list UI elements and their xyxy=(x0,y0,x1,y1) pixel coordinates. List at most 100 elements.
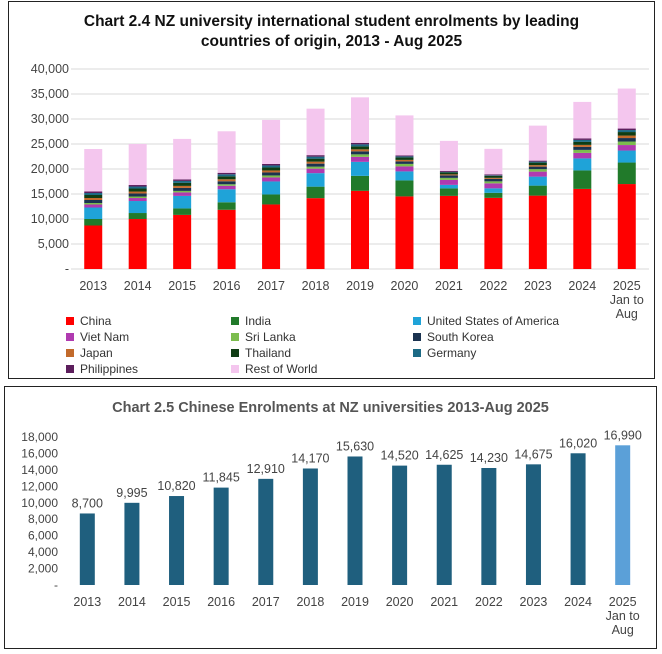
x-tick-label: 2025 Jan to Aug xyxy=(606,595,640,637)
bar-segment xyxy=(439,177,458,180)
bar-segment xyxy=(217,184,236,186)
bar xyxy=(392,465,408,585)
bar xyxy=(302,468,318,585)
x-tick-label: 2024 xyxy=(564,595,592,609)
y-tick-label: 35,000 xyxy=(31,87,69,101)
bar-segment xyxy=(484,197,503,269)
legend-label: South Korea xyxy=(427,330,494,344)
x-tick-label: 2013 xyxy=(79,279,107,293)
bar-segment xyxy=(306,163,325,167)
bar xyxy=(570,453,586,585)
bar-segment xyxy=(573,146,592,150)
legend-swatch xyxy=(413,317,421,325)
bar-segment xyxy=(217,202,236,210)
legend-item: China xyxy=(66,314,111,328)
x-tick-label: 2021 xyxy=(430,595,458,609)
bar xyxy=(169,496,185,585)
bar-segment xyxy=(262,204,281,269)
bar-segment xyxy=(128,219,147,269)
bar xyxy=(79,513,95,585)
chart-title-line-1: Chart 2.4 NZ university international st… xyxy=(83,13,580,30)
x-tick-label: 2018 xyxy=(296,595,324,609)
bar-segment xyxy=(395,171,414,181)
bar-segment xyxy=(617,138,636,142)
bar-segment xyxy=(84,204,103,208)
legend-swatch xyxy=(231,333,239,341)
bar-segment xyxy=(128,188,147,192)
bar-segment xyxy=(528,176,547,186)
bar-segment xyxy=(573,144,592,147)
data-label: 12,910 xyxy=(247,462,285,476)
bar-segment xyxy=(262,181,281,195)
data-label: 14,230 xyxy=(470,451,508,465)
bar-segment xyxy=(306,155,325,157)
bar-segment xyxy=(217,174,236,177)
bar-segment xyxy=(573,141,592,145)
bar-segment xyxy=(617,132,636,136)
x-tick-label: 2013 xyxy=(73,595,101,609)
legend-item: Viet Nam xyxy=(66,330,129,344)
bar-segment xyxy=(306,156,325,159)
legend-swatch xyxy=(66,365,74,373)
bar xyxy=(481,467,497,585)
legend-label: Viet Nam xyxy=(80,330,130,344)
x-tick-label: 2017 xyxy=(257,279,285,293)
chart-title: Chart 2.5 Chinese Enrolments at NZ unive… xyxy=(112,400,549,416)
bar-segment xyxy=(306,168,325,174)
bar-segment xyxy=(395,161,414,164)
bar-segment xyxy=(84,200,103,203)
x-tick-label: 2024 xyxy=(568,279,596,293)
y-tick-label: - xyxy=(65,262,69,276)
bar-segment xyxy=(439,171,458,173)
bar xyxy=(258,478,274,585)
bar-segment xyxy=(617,128,636,131)
legend-item: Japan xyxy=(66,346,113,360)
bar-segment xyxy=(395,166,414,172)
bar-segment xyxy=(84,219,103,226)
bar-segment xyxy=(617,162,636,185)
bar xyxy=(124,502,140,585)
bar-segment xyxy=(173,185,192,188)
bar-segment xyxy=(84,193,103,195)
legend-swatch xyxy=(231,317,239,325)
bar-segment xyxy=(395,157,414,160)
bar-segment xyxy=(84,203,103,205)
bar-segment xyxy=(306,166,325,169)
chart-panel-origin: Chart 2.4 NZ university international st… xyxy=(8,1,655,379)
y-tick-label: 15,000 xyxy=(31,187,69,201)
x-tick-label: 2017 xyxy=(252,595,280,609)
bar-segment xyxy=(351,151,369,155)
bar-segment xyxy=(128,144,147,186)
bar-segment xyxy=(528,162,547,166)
legend-item: United States of America xyxy=(413,314,559,328)
x-tick-label: 2023 xyxy=(524,279,552,293)
data-label: 16,990 xyxy=(604,428,642,442)
bar-segment xyxy=(173,192,192,196)
bar-segment xyxy=(262,177,281,182)
bar xyxy=(213,487,229,585)
x-tick-label: 2015 xyxy=(163,595,191,609)
stacked-bar-chart: - 5,000 10,000 15,000 20,000 25,000 30,000 35,0… xyxy=(31,62,649,321)
y-tick-label: 20,000 xyxy=(31,162,69,176)
legend-swatch xyxy=(66,349,74,357)
legend-swatch xyxy=(231,349,239,357)
data-label: 14,675 xyxy=(514,447,552,461)
legend-swatch xyxy=(66,317,74,325)
bar-segment xyxy=(173,190,192,193)
y-tick-label: 8,000 xyxy=(28,512,58,526)
bar-segment xyxy=(395,180,414,197)
bar-segment xyxy=(528,171,547,177)
data-label: 11,845 xyxy=(202,471,239,485)
bar-segment xyxy=(528,161,547,163)
x-tick-label: 2018 xyxy=(302,279,330,293)
bar-segment xyxy=(484,177,503,179)
x-tick-label: 2020 xyxy=(386,595,414,609)
legend-swatch xyxy=(231,365,239,373)
bar xyxy=(436,464,452,585)
bar-segment xyxy=(173,138,192,180)
legend-label: India xyxy=(245,314,272,328)
bar-segment xyxy=(306,186,325,199)
legend-label: China xyxy=(80,314,112,328)
y-tick-label: 14,000 xyxy=(21,463,58,477)
bar-segment xyxy=(617,88,636,129)
